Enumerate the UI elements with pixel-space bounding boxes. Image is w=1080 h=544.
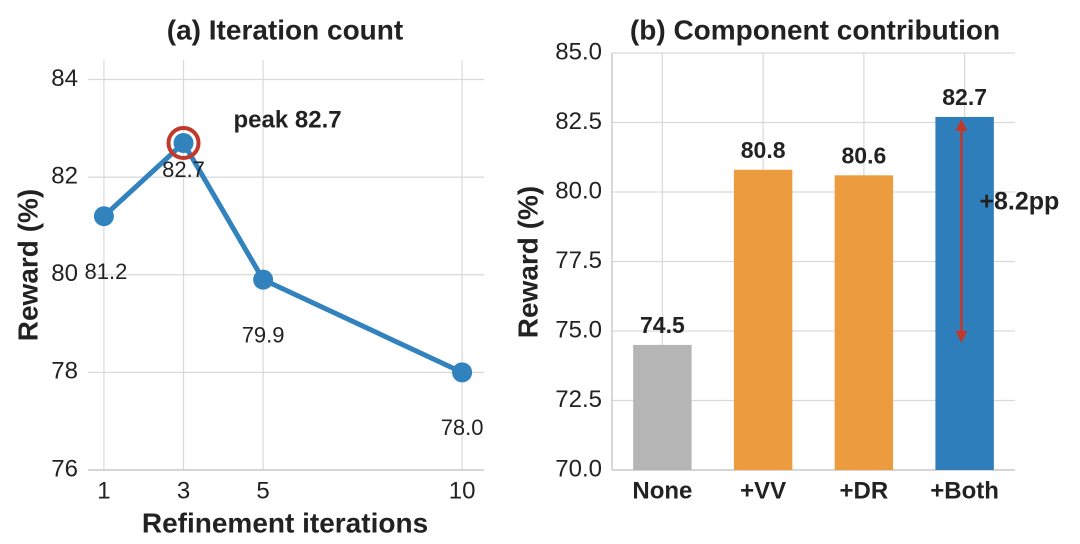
point: [253, 269, 274, 290]
data-label: 80.6: [841, 142, 886, 168]
x-tick-label: 1: [97, 477, 110, 504]
y-tick-label: 82.5: [555, 108, 602, 135]
data-label: 82.7: [162, 157, 205, 182]
chart-title: (a) Iteration count: [167, 14, 403, 45]
y-tick-label: 72.5: [555, 386, 602, 413]
data-label: 74.5: [640, 312, 685, 338]
y-tick-label: 76: [51, 455, 78, 482]
y-tick-label: 80: [51, 260, 78, 287]
data-label: 81.2: [85, 259, 128, 284]
bar: [834, 175, 894, 470]
x-tick-label: +VV: [740, 477, 786, 504]
point: [452, 362, 473, 383]
y-axis-label: Reward (%): [12, 189, 43, 341]
point: [173, 132, 194, 153]
x-tick-label: None: [632, 477, 692, 504]
annotation: +8.2pp: [979, 188, 1059, 216]
arrow-head: [955, 118, 968, 131]
y-axis-label: Reward (%): [512, 186, 543, 338]
x-tick-label: 3: [177, 477, 190, 504]
point: [93, 206, 114, 227]
bar: [935, 116, 994, 470]
x-axis-label: Refinement iterations: [142, 507, 428, 538]
line: [102, 140, 464, 375]
y-tick-label: 70.0: [555, 455, 602, 482]
y-tick-label: 82: [51, 162, 78, 189]
chart-title: (b) Component contribution: [630, 14, 1000, 45]
data-label: 80.8: [741, 137, 786, 163]
y-tick-label: 85.0: [555, 38, 602, 65]
x-tick-label: +Both: [930, 477, 999, 504]
data-label: 79.9: [242, 322, 285, 347]
x-tick-label: 5: [256, 477, 269, 504]
y-tick-label: 84: [51, 65, 78, 92]
y-tick-label: 80.0: [555, 177, 602, 204]
data-label: 82.7: [942, 84, 987, 110]
x-tick-label: +DR: [840, 477, 889, 504]
x-tick-label: 10: [449, 477, 476, 504]
y-tick-label: 75.0: [555, 316, 602, 343]
peak-marker: [166, 125, 201, 160]
y-tick-label: 77.5: [555, 247, 602, 274]
y-tick-label: 78: [51, 358, 78, 385]
annotation: peak 82.7: [234, 106, 342, 133]
bar: [633, 344, 692, 470]
bar: [733, 169, 793, 470]
data-label: 78.0: [441, 415, 484, 440]
arrow-head: [955, 330, 968, 343]
